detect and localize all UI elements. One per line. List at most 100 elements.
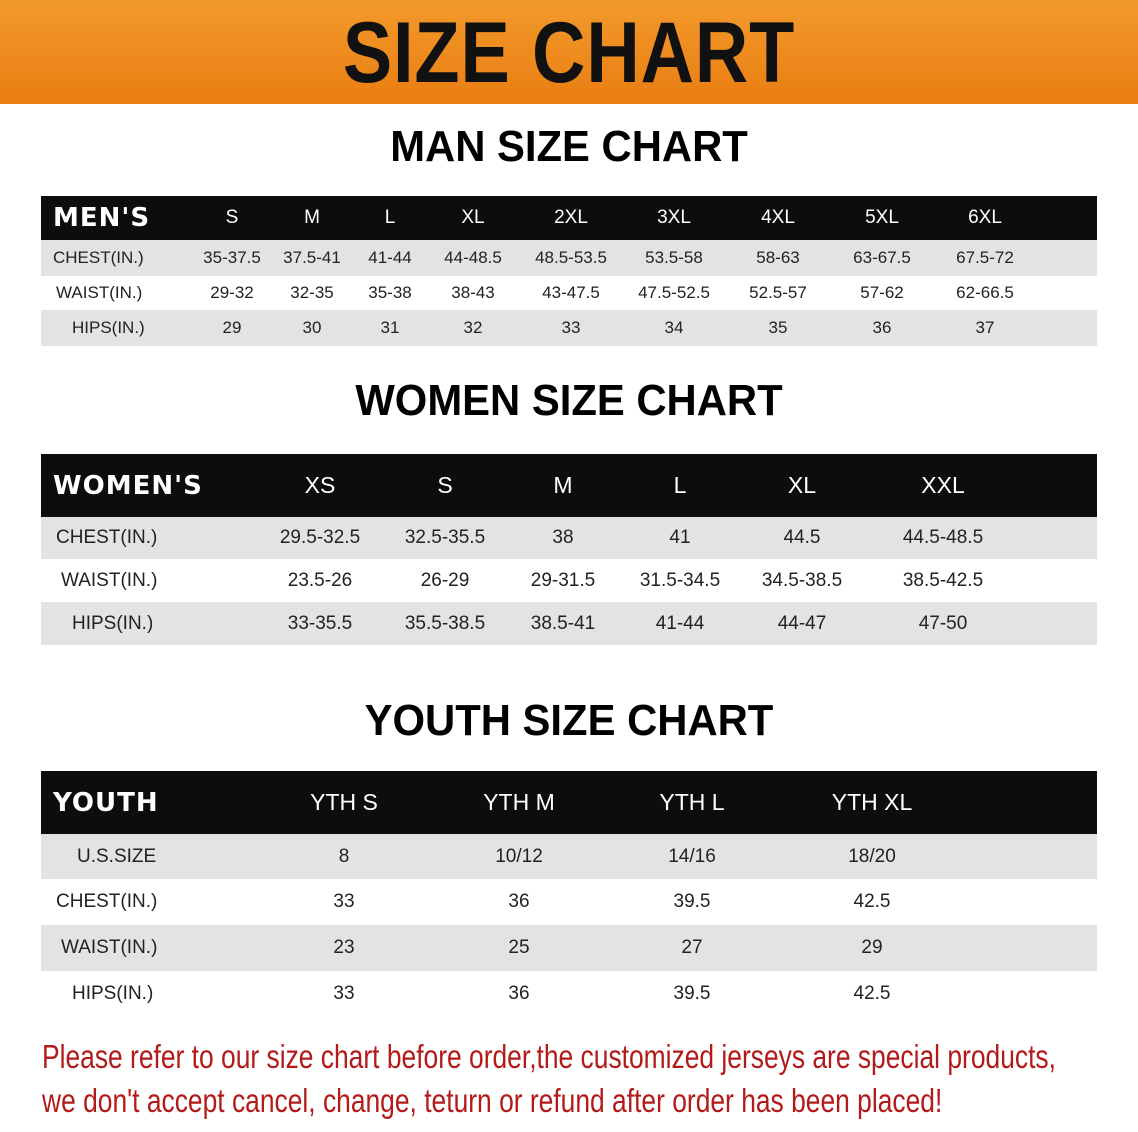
header-label: MEN'S xyxy=(53,203,151,233)
row-label: HIPS(IN.) xyxy=(72,982,154,1004)
youth-section-title: YOUTH SIZE CHART xyxy=(364,696,774,745)
row-label: U.S.SIZE xyxy=(77,845,157,867)
row-label: CHEST(IN.) xyxy=(53,248,144,267)
table-cell: 35.5-38.5 xyxy=(404,612,486,634)
table-cell: 29.5-32.5 xyxy=(279,527,361,548)
table-cell: 67.5-72 xyxy=(956,248,1014,267)
size-column-header: XXL xyxy=(921,472,965,498)
table-cell: 48.5-53.5 xyxy=(535,248,607,267)
size-column-header: L xyxy=(384,207,396,228)
table-row: WAIST(IN.) 23 25 27 29 xyxy=(41,925,1097,971)
table-cell: 30 xyxy=(302,318,322,337)
table-cell: 41 xyxy=(669,527,691,548)
table-row: CHEST(IN.) 29.5-32.5 32.5-35.5 38 41 44.5 44.5… xyxy=(41,517,1097,559)
table-cell: 31 xyxy=(380,318,400,337)
notice-line-1: Please refer to our size chart before or… xyxy=(42,1038,1056,1075)
table-cell: 57-62 xyxy=(860,283,904,302)
table-cell: 35 xyxy=(768,318,788,337)
size-column-header: YTH S xyxy=(310,789,378,815)
header-label: YOUTH xyxy=(53,787,159,818)
table-row: U.S.SIZE 8 10/12 14/16 18/20 xyxy=(41,834,1097,879)
table-cell: 41-44 xyxy=(368,248,412,267)
table-cell: 38 xyxy=(552,527,574,548)
table-row: WAIST(IN.) 29-32 32-35 35-38 38-43 43-47.5 47.… xyxy=(41,276,1097,310)
table-header-row: YOUTH YTH S YTH M YTH L YTH XL xyxy=(41,771,1097,834)
row-label: HIPS(IN.) xyxy=(72,318,145,337)
table-cell: 34.5-38.5 xyxy=(761,569,843,591)
size-column-header: 5XL xyxy=(865,207,899,228)
women-section-title: WOMEN SIZE CHART xyxy=(355,376,783,425)
table-cell: 35-38 xyxy=(368,283,412,302)
table-row: WAIST(IN.) 23.5-26 26-29 29-31.5 31.5-34.5 34… xyxy=(41,559,1097,602)
table-cell: 29 xyxy=(861,937,883,958)
table-cell: 36 xyxy=(508,891,530,912)
size-column-header: YTH XL xyxy=(831,789,913,815)
table-row: HIPS(IN.) 33-35.5 35.5-38.5 38.5-41 41-44 44-… xyxy=(41,602,1097,645)
table-cell: 37 xyxy=(975,318,995,337)
table-cell: 39.5 xyxy=(673,982,711,1004)
table-cell: 33 xyxy=(561,318,581,337)
table-header-row: MEN'S S M L XL 2XL 3XL 4XL 5XL 6XL xyxy=(41,196,1097,240)
table-cell: 23 xyxy=(333,937,355,958)
table-cell: 26-29 xyxy=(420,569,470,591)
table-cell: 38-43 xyxy=(451,283,495,302)
table-cell: 44.5 xyxy=(783,527,821,548)
table-cell: 34 xyxy=(664,318,684,337)
size-column-header: 3XL xyxy=(657,207,691,228)
banner: SIZE CHART xyxy=(0,0,1138,104)
table-cell: 27 xyxy=(681,937,703,958)
table-row: HIPS(IN.) 33 36 39.5 42.5 xyxy=(41,971,1097,1016)
table-cell: 52.5-57 xyxy=(749,283,807,302)
table-cell: 58-63 xyxy=(756,248,800,267)
table-cell: 35-37.5 xyxy=(203,248,261,267)
size-column-header: XL xyxy=(787,472,817,498)
size-column-header: M xyxy=(304,207,320,228)
size-column-header: S xyxy=(225,207,239,228)
row-label: WAIST(IN.) xyxy=(56,283,143,302)
women-size-table: WOMEN'S XS S M L XL XXL CHEST(IN.) 29.5-32.5 32.5… xyxy=(41,454,1097,645)
table-cell: 43-47.5 xyxy=(542,283,600,302)
table-cell: 18/20 xyxy=(848,845,896,867)
table-cell: 47.5-52.5 xyxy=(638,283,710,302)
size-column-header: M xyxy=(553,472,573,498)
table-cell: 33 xyxy=(333,982,355,1004)
table-cell: 44-47 xyxy=(777,612,827,634)
table-cell: 14/16 xyxy=(668,845,716,867)
table-row: CHEST(IN.) 35-37.5 37.5-41 41-44 44-48.5 48.5… xyxy=(41,240,1097,276)
table-cell: 29-31.5 xyxy=(530,569,596,591)
table-cell: 63-67.5 xyxy=(853,248,911,267)
table-cell: 25 xyxy=(508,937,530,958)
table-cell: 29-32 xyxy=(210,283,254,302)
table-cell: 32-35 xyxy=(290,283,334,302)
table-cell: 38.5-41 xyxy=(530,612,596,634)
row-label: HIPS(IN.) xyxy=(72,612,154,634)
size-column-header: 2XL xyxy=(554,207,588,228)
table-cell: 29 xyxy=(222,318,242,337)
notice-line-2: we don't accept cancel, change, teturn o… xyxy=(42,1082,943,1119)
row-label: WAIST(IN.) xyxy=(61,937,158,958)
row-label: CHEST(IN.) xyxy=(56,891,158,912)
table-cell: 33-35.5 xyxy=(287,612,353,634)
size-column-header: YTH M xyxy=(483,789,555,815)
table-cell: 37.5-41 xyxy=(283,248,341,267)
header-label: WOMEN'S xyxy=(53,470,203,501)
table-cell: 32 xyxy=(463,318,483,337)
table-cell: 31.5-34.5 xyxy=(639,569,721,591)
size-column-header: XL xyxy=(461,207,485,228)
men-size-table: MEN'S S M L XL 2XL 3XL 4XL 5XL 6XL CHEST(IN.) 35-37… xyxy=(41,196,1097,346)
size-column-header: XS xyxy=(304,472,336,498)
table-cell: 39.5 xyxy=(673,891,711,912)
table-cell: 32.5-35.5 xyxy=(404,527,486,548)
table-cell: 33 xyxy=(333,891,355,912)
row-label: WAIST(IN.) xyxy=(61,569,158,591)
table-cell: 42.5 xyxy=(853,982,891,1004)
table-row: HIPS(IN.) 29 30 31 32 33 34 35 36 37 xyxy=(41,310,1097,346)
table-cell: 42.5 xyxy=(853,891,891,912)
table-row: CHEST(IN.) 33 36 39.5 42.5 xyxy=(41,879,1097,925)
size-column-header: 6XL xyxy=(968,207,1002,228)
table-cell: 10/12 xyxy=(495,845,543,867)
row-label: CHEST(IN.) xyxy=(56,527,158,548)
table-cell: 38.5-42.5 xyxy=(902,569,984,591)
table-cell: 36 xyxy=(508,982,530,1004)
table-cell: 62-66.5 xyxy=(956,283,1014,302)
